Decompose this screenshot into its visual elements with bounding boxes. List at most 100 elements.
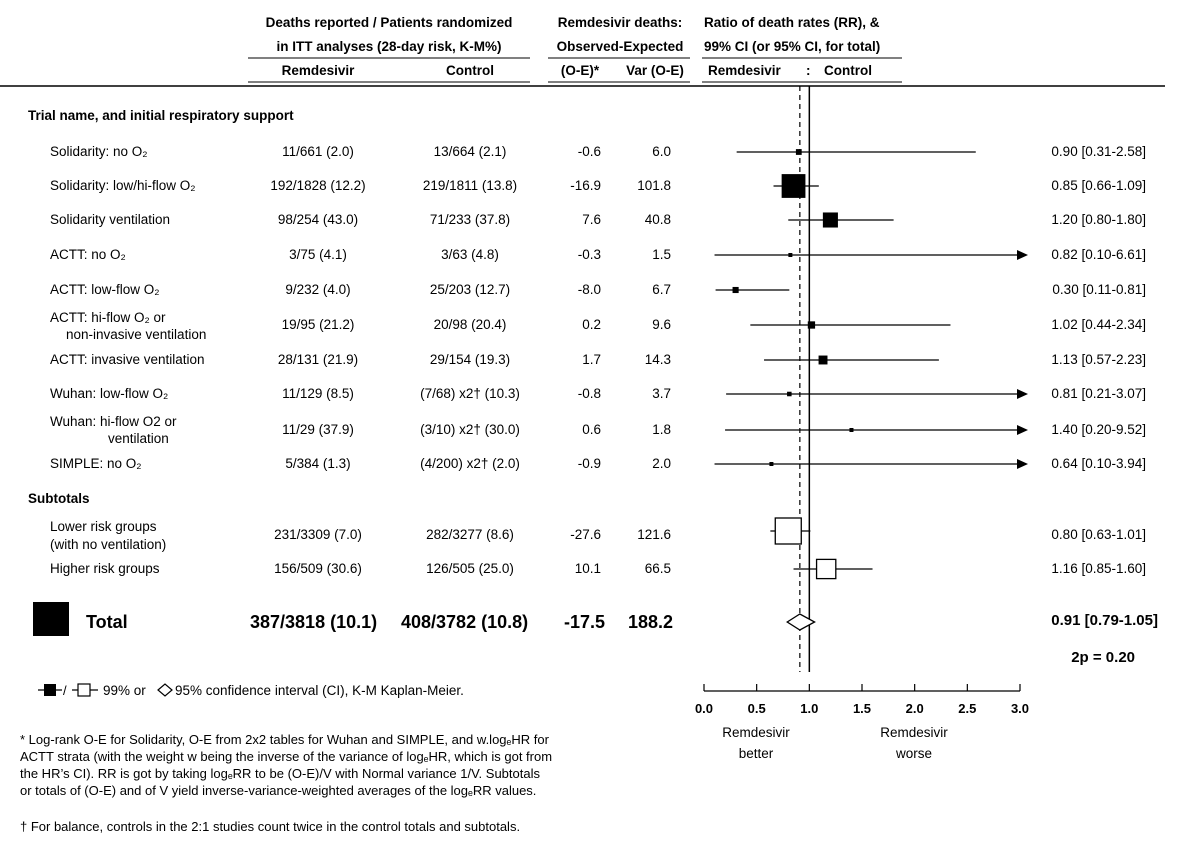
row-rr-text: 0.30 [0.11-0.81]	[1052, 282, 1146, 297]
ci-arrow-icon	[1017, 425, 1028, 435]
row-oe: 0.2	[582, 317, 601, 332]
row-label-line2: non-invasive ventilation	[66, 327, 207, 342]
x-tick-label: 2.0	[906, 701, 924, 716]
estimate-square	[732, 286, 739, 294]
row-remdesivir: 11/129 (8.5)	[282, 386, 354, 401]
row-oe: 0.6	[582, 422, 601, 437]
estimate-square	[822, 212, 838, 228]
axis-label-left-1: Remdesivir	[722, 725, 790, 740]
row-oe: -0.3	[577, 247, 601, 262]
row-control: 20/98 (20.4)	[433, 317, 507, 332]
subtotal-control: 282/3277 (8.6)	[426, 527, 514, 542]
header-col-control: Control	[446, 63, 494, 78]
row-control: (3/10) x2† (30.0)	[420, 422, 520, 437]
row-label: ACTT: hi-flow O₂ or	[50, 310, 166, 325]
ci-arrow-icon	[1017, 250, 1028, 260]
estimate-square	[781, 174, 806, 198]
footnote-line: or totals of (O-E) and of V yield invers…	[20, 783, 537, 798]
row-var: 1.5	[652, 247, 671, 262]
header-group-rr-line1: Ratio of death rates (RR), &	[704, 15, 880, 30]
row-label-line2: ventilation	[108, 431, 169, 446]
subtotal-oe: 10.1	[574, 561, 601, 576]
row-control: 71/233 (37.8)	[429, 212, 511, 227]
row-var: 9.6	[652, 317, 671, 332]
row-remdesivir: 19/95 (21.2)	[281, 317, 355, 332]
header-group-oe-line1: Remdesivir deaths:	[557, 15, 683, 30]
total-var: 188.2	[627, 612, 673, 632]
row-rr-text: 0.85 [0.66-1.09]	[1051, 178, 1146, 193]
estimate-square	[818, 355, 828, 365]
row-label: ACTT: no O₂	[50, 247, 126, 262]
subtotal-label: Higher risk groups	[50, 561, 160, 576]
row-control: 25/203 (12.7)	[429, 282, 511, 297]
x-tick-label: 1.5	[853, 701, 871, 716]
axis-label-right-2: worse	[895, 746, 933, 761]
legend-text-2: 95% confidence interval (CI), K-M Kaplan…	[175, 683, 464, 698]
legend-open-square-icon	[77, 683, 91, 697]
subtotal-oe: -27.6	[570, 527, 601, 542]
header-col-rr-sep: :	[806, 63, 811, 78]
row-rr-text: 0.90 [0.31-2.58]	[1051, 144, 1146, 159]
row-rr-text: 0.82 [0.10-6.61]	[1051, 247, 1146, 262]
section-subtotals-label: Subtotals	[28, 491, 90, 506]
estimate-square	[787, 391, 792, 397]
legend-filled-square-icon	[44, 684, 56, 696]
header-col-oe: (O-E)*	[560, 63, 600, 78]
row-rr-text: 1.13 [0.57-2.23]	[1051, 352, 1146, 367]
x-tick-label: 3.0	[1011, 701, 1029, 716]
row-label: ACTT: low-flow O₂	[50, 282, 160, 297]
row-rr-text: 0.81 [0.21-3.07]	[1051, 386, 1146, 401]
header-col-remdesivir: Remdesivir	[281, 63, 355, 78]
header-col-rr-right: Control	[824, 63, 872, 78]
total-marker-square	[33, 602, 69, 636]
subtotal-var: 121.6	[637, 527, 671, 542]
row-oe: 7.6	[582, 212, 601, 227]
x-tick-label: 0.0	[695, 701, 713, 716]
row-label: Solidarity: no O₂	[50, 144, 148, 159]
legend-text: 99% or	[103, 683, 146, 698]
header-col-rr-left: Remdesivir	[708, 63, 781, 78]
row-oe: -16.9	[570, 178, 601, 193]
subtotal-remdesivir: 231/3309 (7.0)	[274, 527, 362, 542]
row-var: 40.8	[644, 212, 671, 227]
row-var: 2.0	[652, 456, 671, 471]
header-group-rr-line2: 99% CI (or 95% CI, for total)	[704, 39, 881, 54]
section-trials-label: Trial name, and initial respiratory supp…	[28, 108, 294, 123]
legend-diamond-icon	[157, 683, 173, 697]
axis-label-left-2: better	[738, 746, 774, 761]
row-control: 3/63 (4.8)	[441, 247, 499, 262]
header-col-var: Var (O-E)	[626, 63, 684, 78]
row-control: 29/154 (19.3)	[429, 352, 511, 367]
row-control: 219/1811 (13.8)	[422, 178, 518, 193]
total-control: 408/3782 (10.8)	[401, 612, 529, 632]
legend-separator: /	[63, 683, 67, 698]
row-rr-text: 1.40 [0.20-9.52]	[1051, 422, 1146, 437]
row-control: (4/200) x2† (2.0)	[420, 456, 520, 471]
ci-arrow-icon	[1017, 459, 1028, 469]
header-group-deaths-line1: Deaths reported / Patients randomized	[265, 15, 513, 30]
row-label: Solidarity: low/hi-flow O₂	[50, 178, 196, 193]
total-label: Total	[86, 612, 128, 632]
footnote-line: ACTT strata (with the weight w being the…	[20, 749, 553, 764]
estimate-square	[769, 462, 774, 466]
header-group-deaths-line2: in ITT analyses (28-day risk, K-M%)	[276, 39, 502, 54]
row-oe: -0.6	[577, 144, 601, 159]
row-oe: -0.9	[577, 456, 601, 471]
subtotal-remdesivir: 156/509 (30.6)	[274, 561, 362, 576]
row-var: 6.0	[652, 144, 671, 159]
row-rr-text: 1.02 [0.44-2.34]	[1051, 317, 1146, 332]
row-var: 14.3	[644, 352, 671, 367]
footnote-dagger: † For balance, controls in the 2:1 studi…	[20, 819, 521, 834]
total-p-value: 2p = 0.20	[1071, 649, 1135, 666]
estimate-square	[788, 253, 793, 257]
row-label: Wuhan: hi-flow O2 or	[50, 414, 177, 429]
subtotal-var: 66.5	[644, 561, 671, 576]
footnote-line: the HR’s CI). RR is got by taking logₑRR…	[20, 766, 540, 781]
row-remdesivir: 11/661 (2.0)	[282, 144, 354, 159]
total-oe: -17.5	[563, 612, 605, 632]
row-remdesivir: 192/1828 (12.2)	[270, 178, 366, 193]
subtotal-label-line2: (with no ventilation)	[50, 537, 167, 552]
subtotal-label: Lower risk groups	[50, 519, 157, 534]
subtotal-open-square	[815, 558, 837, 580]
ci-arrow-icon	[1017, 389, 1028, 399]
